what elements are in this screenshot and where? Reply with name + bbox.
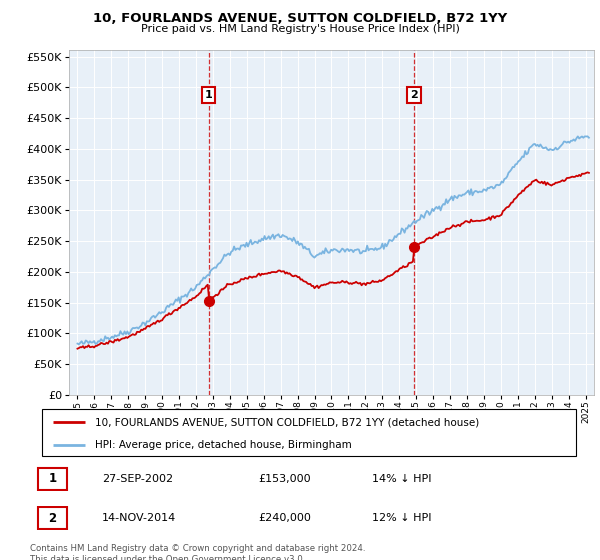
Text: £153,000: £153,000: [258, 474, 311, 484]
Text: 14% ↓ HPI: 14% ↓ HPI: [372, 474, 431, 484]
FancyBboxPatch shape: [38, 507, 67, 529]
Text: Price paid vs. HM Land Registry's House Price Index (HPI): Price paid vs. HM Land Registry's House …: [140, 24, 460, 34]
Text: 1: 1: [49, 472, 56, 486]
Text: 12% ↓ HPI: 12% ↓ HPI: [372, 513, 431, 523]
Text: 10, FOURLANDS AVENUE, SUTTON COLDFIELD, B72 1YY (detached house): 10, FOURLANDS AVENUE, SUTTON COLDFIELD, …: [95, 417, 479, 427]
Text: £240,000: £240,000: [258, 513, 311, 523]
Text: HPI: Average price, detached house, Birmingham: HPI: Average price, detached house, Birm…: [95, 440, 352, 450]
Text: 27-SEP-2002: 27-SEP-2002: [102, 474, 173, 484]
FancyBboxPatch shape: [38, 468, 67, 490]
Text: 10, FOURLANDS AVENUE, SUTTON COLDFIELD, B72 1YY: 10, FOURLANDS AVENUE, SUTTON COLDFIELD, …: [93, 12, 507, 25]
Text: 2: 2: [49, 511, 56, 525]
Text: 1: 1: [205, 90, 212, 100]
Text: Contains HM Land Registry data © Crown copyright and database right 2024.
This d: Contains HM Land Registry data © Crown c…: [30, 544, 365, 560]
Text: 2: 2: [410, 90, 418, 100]
FancyBboxPatch shape: [42, 409, 576, 456]
Text: 14-NOV-2014: 14-NOV-2014: [102, 513, 176, 523]
